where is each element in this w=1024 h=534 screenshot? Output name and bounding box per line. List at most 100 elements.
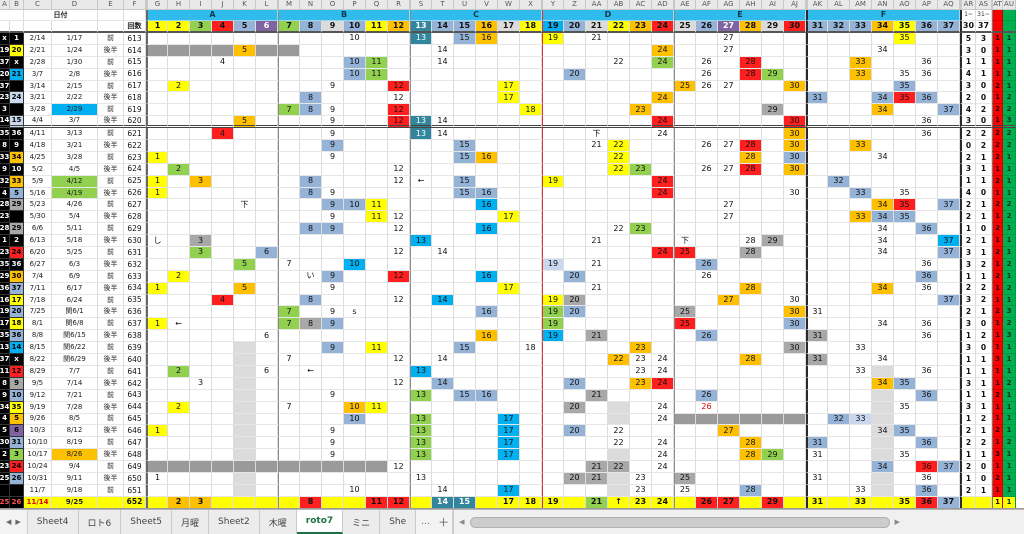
grid-cell[interactable] (828, 294, 850, 307)
grid-cell[interactable] (542, 425, 564, 438)
grid-cell[interactable] (168, 235, 190, 248)
grid-cell[interactable] (564, 211, 586, 224)
grid-cell[interactable]: 16 (476, 306, 498, 319)
grid-cell[interactable]: 21 (586, 282, 608, 295)
grid-cell[interactable] (542, 247, 564, 259)
grid-cell[interactable]: 35 (894, 199, 916, 212)
grid-cell[interactable] (190, 258, 212, 271)
grid-cell[interactable] (366, 92, 388, 105)
grid-cell[interactable] (432, 306, 454, 319)
grid-cell[interactable] (190, 401, 212, 414)
grid-cell[interactable] (432, 318, 454, 331)
grid-cell[interactable] (652, 330, 674, 343)
grid-cell[interactable]: 12 (388, 116, 410, 129)
grid-cell[interactable]: 19 (542, 496, 564, 508)
grid-cell[interactable] (410, 68, 432, 81)
grid-cell[interactable] (278, 223, 300, 236)
grid-cell[interactable] (608, 270, 630, 283)
grid-cell[interactable] (146, 484, 168, 497)
grid-cell[interactable]: 14 (432, 377, 454, 390)
grid-cell[interactable] (366, 33, 388, 45)
grid-cell[interactable] (762, 401, 784, 414)
grid-cell[interactable] (366, 235, 388, 248)
column-header-K[interactable]: K (234, 0, 256, 10)
number-header-36[interactable]: 36 (916, 21, 938, 33)
grid-cell[interactable] (300, 413, 322, 426)
sheet-tab-ミニ[interactable]: ミニ (343, 510, 381, 534)
grid-cell[interactable] (344, 472, 366, 485)
grid-cell[interactable]: 34 (872, 92, 894, 105)
grid-cell[interactable]: 10 (344, 484, 366, 497)
draw-date-cell[interactable]: 9/5 (24, 377, 52, 390)
grid-cell[interactable] (894, 294, 916, 307)
grid-cell[interactable] (476, 377, 498, 390)
grid-cell[interactable] (190, 270, 212, 283)
carry-b-cell[interactable] (10, 211, 24, 224)
grid-cell[interactable] (872, 187, 894, 200)
grid-cell[interactable] (410, 163, 432, 176)
grid-cell[interactable] (278, 235, 300, 248)
grid-cell[interactable] (674, 401, 696, 414)
hot-count-cell[interactable]: 1 (992, 484, 1003, 497)
grid-cell[interactable] (542, 68, 564, 81)
carry-a-cell[interactable]: 28 (0, 199, 10, 212)
grid-cell[interactable] (850, 223, 872, 236)
grid-cell[interactable]: 9 (322, 80, 344, 93)
carry-b-cell[interactable]: 2 (10, 235, 24, 248)
column-header-AP[interactable]: AP (916, 0, 938, 10)
grid-cell[interactable] (212, 484, 234, 497)
grid-cell[interactable]: 12 (388, 92, 410, 105)
grid-cell[interactable] (300, 68, 322, 81)
grid-cell[interactable] (784, 33, 806, 45)
grid-cell[interactable] (146, 377, 168, 390)
carry-b-cell[interactable]: 31 (10, 437, 24, 450)
grid-cell[interactable] (278, 92, 300, 105)
grid-cell[interactable] (938, 175, 960, 188)
grid-cell[interactable] (762, 128, 784, 141)
grid-cell[interactable] (190, 68, 212, 81)
grid-cell[interactable] (806, 104, 828, 117)
column-header-AQ[interactable]: AQ (938, 0, 960, 10)
grid-cell[interactable] (872, 163, 894, 176)
grid-cell[interactable] (278, 211, 300, 224)
grid-cell[interactable] (806, 187, 828, 200)
grid-cell[interactable] (542, 128, 564, 141)
grid-cell[interactable] (168, 92, 190, 105)
ref-date-cell[interactable]: 5/4 (52, 211, 98, 224)
grid-cell[interactable] (498, 140, 520, 152)
number-header-17[interactable]: 17 (498, 21, 520, 33)
grid-cell[interactable]: 35 (894, 425, 916, 438)
grid-cell[interactable] (520, 449, 542, 462)
grid-cell[interactable] (850, 449, 872, 462)
grid-cell[interactable] (542, 270, 564, 283)
grid-cell[interactable] (454, 56, 476, 69)
grid-cell[interactable]: 34 (872, 235, 894, 248)
cold-count-cell[interactable]: 2 (1003, 199, 1016, 212)
draw-date-cell[interactable]: 6/6 (24, 223, 52, 236)
cold-count-cell[interactable]: 1 (1003, 223, 1016, 236)
column-header-O[interactable]: O (322, 0, 344, 10)
grid-cell[interactable] (388, 258, 410, 271)
grid-cell[interactable]: 3 (190, 235, 212, 248)
grid-cell[interactable]: 4 (212, 294, 234, 307)
carry-b-cell[interactable]: 18 (10, 318, 24, 331)
grid-cell[interactable] (520, 235, 542, 248)
grid-cell[interactable] (256, 401, 278, 414)
grid-cell[interactable] (652, 140, 674, 152)
number-header-22[interactable]: 22 (608, 21, 630, 33)
grid-cell[interactable]: 16 (476, 270, 498, 283)
grid-cell[interactable] (432, 140, 454, 152)
grid-cell[interactable] (388, 342, 410, 355)
grid-cell[interactable]: 19 (542, 306, 564, 319)
grid-cell[interactable]: 26 (696, 401, 718, 414)
grid-cell[interactable] (850, 330, 872, 343)
grid-cell[interactable] (740, 342, 762, 355)
grid-cell[interactable] (300, 151, 322, 164)
grid-cell[interactable] (234, 496, 256, 508)
grid-cell[interactable]: 20 (564, 270, 586, 283)
grid-cell[interactable]: 36 (916, 282, 938, 295)
grid-cell[interactable] (520, 472, 542, 485)
grid-cell[interactable]: 27 (718, 33, 740, 45)
grid-cell[interactable] (784, 258, 806, 271)
grid-cell[interactable] (256, 104, 278, 117)
